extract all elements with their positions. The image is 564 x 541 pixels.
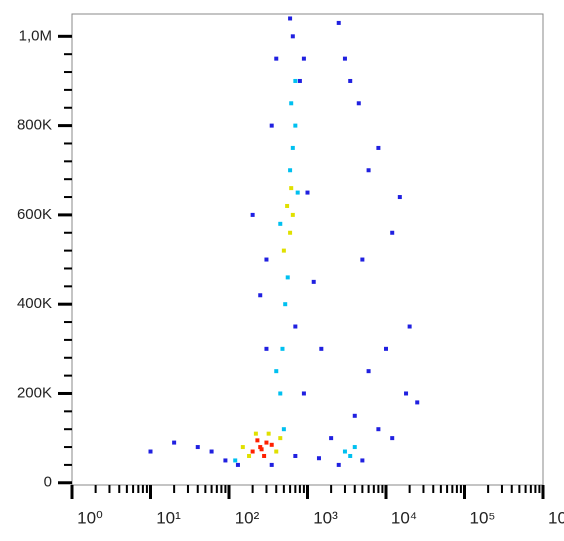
point — [250, 212, 255, 217]
point — [172, 440, 177, 445]
point — [233, 458, 238, 463]
point — [264, 440, 269, 445]
point — [311, 279, 316, 284]
point — [258, 293, 263, 298]
point — [360, 257, 365, 262]
point — [293, 78, 298, 83]
point — [390, 436, 395, 441]
point — [223, 458, 228, 463]
point — [288, 16, 293, 21]
point — [278, 391, 283, 396]
point — [293, 324, 298, 329]
point — [280, 346, 285, 351]
point — [269, 462, 274, 467]
point — [390, 230, 395, 235]
x-tick-label: 10³ — [313, 508, 338, 527]
point — [293, 453, 298, 458]
point — [250, 449, 255, 454]
point — [255, 438, 260, 443]
point — [366, 168, 371, 173]
point — [209, 449, 214, 454]
x-tick-label: 10⁰ — [77, 508, 103, 527]
point — [269, 442, 274, 447]
point — [262, 453, 267, 458]
point — [266, 431, 271, 436]
point — [269, 123, 274, 128]
point — [247, 453, 252, 458]
x-tick-label: 10⁴ — [391, 508, 417, 527]
point — [289, 186, 294, 191]
point — [253, 431, 258, 436]
point — [278, 221, 283, 226]
x-tick-label: 10¹ — [156, 508, 181, 527]
point — [274, 56, 279, 61]
point — [366, 369, 371, 374]
point — [290, 34, 295, 39]
point — [407, 324, 412, 329]
point — [342, 449, 347, 454]
point — [397, 195, 402, 200]
point — [348, 453, 353, 458]
point — [301, 391, 306, 396]
point — [258, 445, 263, 450]
point — [285, 275, 290, 280]
point — [329, 436, 334, 441]
point — [384, 346, 388, 351]
point — [283, 302, 288, 307]
point — [319, 346, 324, 351]
point — [285, 203, 290, 208]
x-tick-label: 10⁵ — [470, 508, 496, 527]
y-tick-label: 400K — [17, 295, 52, 312]
point — [415, 400, 420, 405]
point — [360, 458, 365, 463]
point — [264, 346, 269, 351]
point — [259, 447, 264, 452]
point — [288, 168, 293, 173]
y-tick-label: 600K — [17, 206, 52, 223]
point — [316, 456, 321, 461]
point — [195, 445, 200, 450]
point — [336, 20, 341, 25]
point — [295, 190, 300, 195]
point — [289, 101, 294, 106]
point — [274, 449, 279, 454]
point — [148, 449, 153, 454]
point — [281, 248, 286, 253]
point — [356, 101, 361, 106]
plot-frame — [71, 13, 544, 486]
point — [290, 145, 295, 150]
point — [274, 369, 279, 374]
point — [352, 413, 357, 418]
point — [301, 56, 306, 61]
point — [290, 212, 295, 217]
y-tick-label: 1,0M — [19, 27, 52, 44]
point — [293, 123, 298, 128]
point — [352, 445, 357, 450]
point — [288, 230, 293, 235]
point — [235, 462, 240, 467]
point — [305, 190, 310, 195]
point — [376, 427, 381, 432]
point — [404, 391, 409, 396]
y-tick-label: 0 — [44, 474, 52, 491]
y-tick-label: 200K — [17, 384, 52, 401]
point — [297, 78, 302, 83]
point — [281, 427, 286, 432]
point — [278, 436, 283, 441]
point — [342, 56, 347, 61]
point — [348, 78, 353, 83]
point — [240, 445, 245, 450]
point — [336, 462, 341, 467]
y-tick-label: 800K — [17, 117, 52, 134]
point — [376, 145, 381, 150]
x-tick-label: 10⁶ — [548, 508, 564, 527]
x-tick-label: 10² — [235, 508, 260, 527]
point — [264, 257, 269, 262]
